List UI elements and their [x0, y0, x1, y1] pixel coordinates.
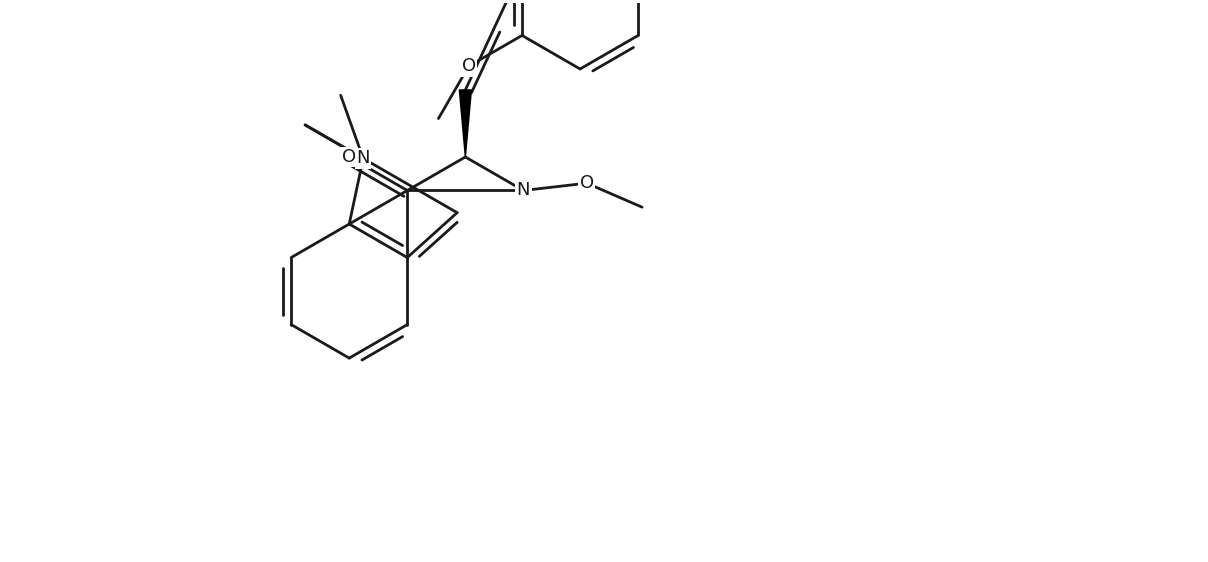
Text: N: N — [356, 149, 370, 167]
Text: N: N — [517, 182, 530, 200]
Text: O: O — [580, 174, 594, 192]
Text: O: O — [461, 57, 476, 75]
Text: O: O — [342, 148, 356, 166]
Polygon shape — [459, 90, 471, 157]
